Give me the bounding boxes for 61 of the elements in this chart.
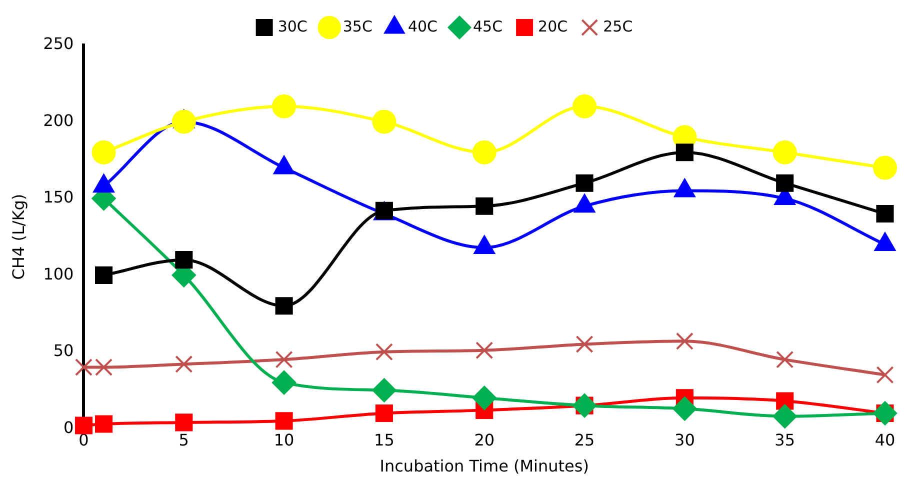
x-tick-label: 30	[674, 430, 695, 450]
y-tick-label: 50	[53, 341, 74, 360]
point	[476, 197, 494, 215]
point	[572, 94, 597, 118]
point	[172, 110, 196, 134]
point	[94, 266, 113, 284]
point	[776, 174, 794, 192]
legend-label: 20C	[538, 17, 568, 36]
point	[74, 358, 93, 376]
point	[472, 386, 496, 410]
legend-label: 35C	[342, 17, 372, 36]
point	[873, 401, 897, 426]
point	[576, 335, 594, 353]
point	[776, 350, 794, 368]
point	[74, 416, 93, 434]
point	[175, 414, 193, 432]
point	[672, 396, 697, 421]
legend-label: 30C	[278, 17, 308, 36]
point	[94, 358, 113, 376]
point	[275, 412, 293, 430]
x-axis-title: Incubation Time (Minutes)	[380, 456, 589, 476]
y-tick-label: 200	[43, 110, 74, 130]
point	[873, 156, 897, 180]
point	[772, 404, 797, 428]
point	[275, 350, 293, 368]
y-axis-title: CH4 (L/Kg)	[8, 194, 28, 280]
point	[275, 297, 293, 315]
x-tick-label: 20	[474, 430, 495, 450]
y-tick-label: 250	[43, 34, 74, 54]
y-tick-label: 150	[43, 188, 74, 207]
point	[272, 94, 296, 118]
point	[372, 378, 396, 402]
x-tick-label: 5	[178, 430, 189, 450]
point	[375, 404, 393, 422]
legend-label: 45C	[473, 17, 503, 36]
point	[876, 366, 894, 384]
point	[676, 144, 694, 162]
legend-label: 40C	[408, 17, 438, 36]
x-tick-label: 10	[274, 430, 294, 450]
point	[476, 342, 494, 360]
point	[876, 205, 894, 223]
x-tick-label: 35	[774, 430, 796, 450]
point	[272, 370, 296, 395]
point	[372, 110, 396, 134]
legend-label: 25C	[603, 17, 633, 36]
x-tick-label: 15	[374, 430, 394, 450]
point	[92, 140, 116, 164]
x-tick-label: 40	[874, 430, 896, 450]
x-tick-label: 0	[78, 430, 89, 450]
point	[472, 140, 496, 164]
x-tick-label: 25	[574, 430, 595, 450]
y-tick-label: 0	[64, 418, 74, 437]
point	[175, 251, 193, 269]
point	[175, 355, 193, 373]
point	[676, 332, 694, 350]
point	[375, 343, 393, 361]
y-tick-label: 100	[43, 264, 74, 284]
point	[94, 415, 113, 433]
point	[576, 174, 594, 192]
point	[772, 140, 797, 164]
point	[572, 394, 597, 418]
